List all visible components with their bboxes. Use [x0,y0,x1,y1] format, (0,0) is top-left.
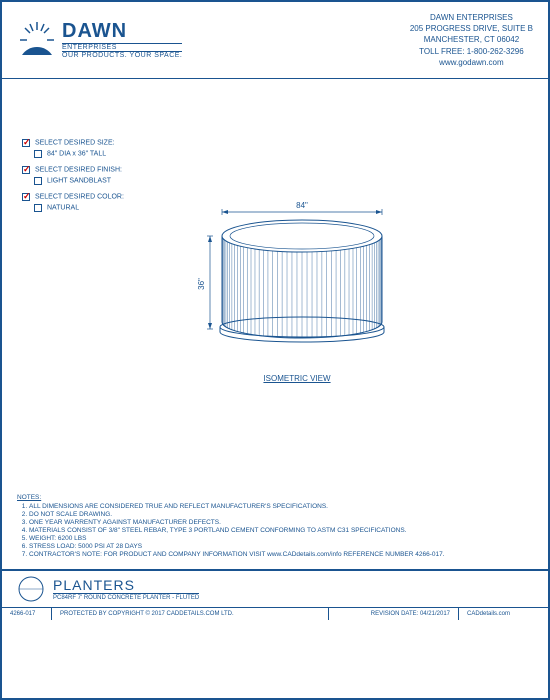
logo-name: DAWN [62,20,182,43]
drawing-sheet: DAWN ENTERPRISES OUR PRODUCTS. YOUR SPAC… [0,0,550,700]
main-drawing-area: SELECT DESIRED SIZE: 84" DIA x 36" TALL … [2,79,548,569]
size-value: 84" DIA x 36" TALL [47,150,106,157]
logo-tagline: OUR PRODUCTS. YOUR SPACE. [62,51,182,59]
address-line2: MANCHESTER, CT 06042 [410,34,533,45]
footer-revision: REVISION DATE: 04/21/2017 [328,608,458,620]
color-sub: NATURAL [34,204,124,212]
note-item: WEIGHT: 6200 LBS [29,535,533,542]
isometric-drawing: 84" 36" ISOMETRIC VIEW [192,194,402,383]
view-label: ISOMETRIC VIEW [192,374,402,383]
finish-value-checkbox[interactable] [34,177,42,185]
flute-lines [222,236,382,338]
note-item: DO NOT SCALE DRAWING. [29,511,533,518]
circle-icon [17,575,45,603]
width-dimension: 84" [296,201,308,210]
size-option-group: SELECT DESIRED SIZE: 84" DIA x 36" TALL [22,139,124,158]
finish-sub: LIGHT SANDBLAST [34,177,124,185]
company-name: DAWN ENTERPRISES [410,12,533,23]
title-main: PLANTERS [53,577,199,593]
footer-cad: CADdetails.com [458,608,548,620]
note-item: STRESS LOAD: 5000 PSI AT 28 DAYS [29,543,533,550]
size-sub: 84" DIA x 36" TALL [34,150,124,158]
header: DAWN ENTERPRISES OUR PRODUCTS. YOUR SPAC… [2,2,548,79]
logo-enterprises: ENTERPRISES [62,43,182,51]
options-panel: SELECT DESIRED SIZE: 84" DIA x 36" TALL … [22,139,124,220]
toll-free: TOLL FREE: 1-800-262-3296 [410,46,533,57]
finish-checkbox[interactable] [22,166,30,174]
planter-svg: 84" 36" [192,194,402,364]
color-value-checkbox[interactable] [34,204,42,212]
size-label: SELECT DESIRED SIZE: [35,139,115,146]
notes-section: NOTES: ALL DIMENSIONS ARE CONSIDERED TRU… [17,494,533,559]
size-value-checkbox[interactable] [34,150,42,158]
website: www.godawn.com [410,57,533,68]
company-info: DAWN ENTERPRISES 205 PROGRESS DRIVE, SUI… [410,12,533,68]
finish-label: SELECT DESIRED FINISH: [35,166,122,173]
footer-ref: 4266-017 [2,608,52,620]
footer: 4266-017 PROTECTED BY COPYRIGHT © 2017 C… [2,607,548,620]
address-line1: 205 PROGRESS DRIVE, SUITE B [410,23,533,34]
notes-list: ALL DIMENSIONS ARE CONSIDERED TRUE AND R… [29,503,533,558]
note-item: ONE YEAR WARRENTY AGAINST MANUFACTURER D… [29,519,533,526]
footer-copyright: PROTECTED BY COPYRIGHT © 2017 CADDETAILS… [52,608,328,620]
sun-logo-icon [17,20,57,60]
color-label: SELECT DESIRED COLOR: [35,193,124,200]
title-sub: PC84RF 7' ROUND CONCRETE PLANTER - FLUTE… [53,593,199,601]
logo-area: DAWN ENTERPRISES OUR PRODUCTS. YOUR SPAC… [17,12,182,68]
note-item: MATERIALS CONSIST OF 3/8" STEEL REBAR, T… [29,527,533,534]
finish-option-group: SELECT DESIRED FINISH: LIGHT SANDBLAST [22,166,124,185]
color-checkbox[interactable] [22,193,30,201]
logo-text: DAWN ENTERPRISES OUR PRODUCTS. YOUR SPAC… [62,20,182,59]
color-option-group: SELECT DESIRED COLOR: NATURAL [22,193,124,212]
color-value: NATURAL [47,204,79,211]
finish-value: LIGHT SANDBLAST [47,177,111,184]
notes-title: NOTES: [17,494,533,501]
title-text: PLANTERS PC84RF 7' ROUND CONCRETE PLANTE… [53,577,199,601]
note-item: ALL DIMENSIONS ARE CONSIDERED TRUE AND R… [29,503,533,510]
title-block: PLANTERS PC84RF 7' ROUND CONCRETE PLANTE… [2,569,548,607]
note-item: CONTRACTOR'S NOTE: FOR PRODUCT AND COMPA… [29,551,533,558]
height-dimension: 36" [197,278,206,290]
size-checkbox[interactable] [22,139,30,147]
